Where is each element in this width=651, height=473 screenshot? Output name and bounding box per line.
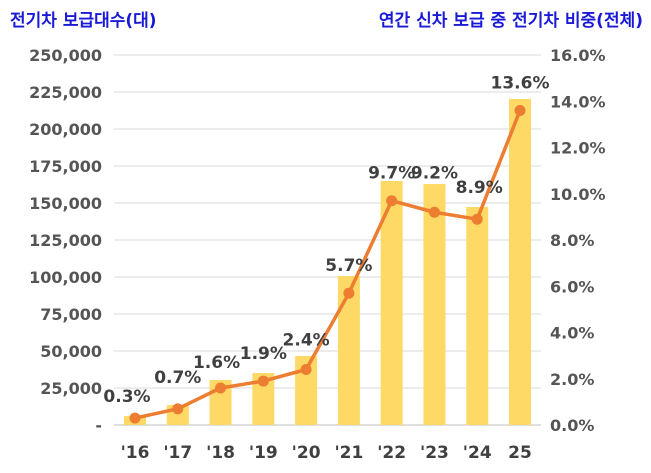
line-point [300, 364, 312, 375]
left-tick-label: 50,000 [40, 342, 102, 361]
line-point [215, 382, 227, 394]
bar [466, 206, 489, 425]
right-tick-label: 10.0% [550, 185, 606, 204]
right-tick-label: 6.0% [550, 277, 594, 296]
series-line [134, 109, 522, 420]
x-tick-label: '16 [121, 443, 150, 463]
left-axis-title: 전기차 보급대수(대) [10, 11, 157, 31]
bar [380, 180, 403, 425]
bar [423, 184, 446, 425]
right-axis-title: 연간 신차 보급 중 전기차 비중(전체) [378, 11, 643, 31]
data-label: 1.9% [240, 344, 287, 364]
line-point [471, 213, 483, 225]
data-label: 9.2% [411, 163, 458, 183]
data-label: 0.7% [154, 368, 201, 388]
data-label: 1.6% [193, 353, 240, 373]
right-tick-label: 12.0% [550, 139, 606, 158]
x-tick-label: '17 [163, 443, 192, 463]
x-tick-label: '18 [206, 443, 235, 463]
bar [509, 98, 531, 426]
left-tick-label: - [95, 416, 102, 435]
x-tick-label: '22 [377, 443, 406, 463]
x-tick-label: '21 [334, 443, 363, 463]
right-tick-label: 8.0% [550, 231, 594, 250]
x-tick-label: '19 [249, 443, 278, 463]
bar [252, 373, 275, 425]
left-tick-label: 75,000 [40, 305, 102, 324]
line-point [257, 375, 269, 387]
left-tick-label: 175,000 [29, 157, 102, 176]
left-tick-label: 100,000 [29, 268, 102, 287]
line-point [428, 206, 440, 218]
right-tick-label: 14.0% [550, 92, 606, 111]
data-label: 13.6% [491, 74, 550, 94]
data-label: 9.7% [368, 164, 415, 184]
data-label: 0.3% [103, 387, 150, 407]
x-tick-label: '20 [292, 443, 321, 463]
right-tick-label: 0.0% [550, 416, 594, 435]
data-label: 5.7% [325, 256, 372, 276]
line-point [129, 412, 141, 424]
bar [295, 356, 318, 425]
right-tick-label: 2.0% [550, 370, 594, 389]
bar [337, 275, 360, 425]
x-tick-label: '24 [463, 443, 492, 463]
left-tick-label: 200,000 [29, 120, 102, 139]
x-tick-label: 25 [508, 443, 532, 463]
left-tick-label: 125,000 [29, 231, 102, 250]
left-tick-label: 225,000 [29, 83, 102, 102]
line-point [172, 403, 184, 415]
line-point [514, 105, 526, 116]
left-tick-label: 150,000 [29, 194, 102, 213]
right-tick-label: 4.0% [550, 324, 594, 343]
line-point [343, 287, 355, 299]
data-label: 2.4% [283, 331, 330, 351]
left-tick-label: 250,000 [29, 46, 102, 65]
line-point [386, 195, 398, 207]
left-tick-label: 25,000 [40, 379, 102, 398]
data-label: 8.9% [456, 178, 503, 198]
x-tick-label: '23 [420, 443, 449, 463]
right-tick-label: 16.0% [550, 46, 606, 65]
